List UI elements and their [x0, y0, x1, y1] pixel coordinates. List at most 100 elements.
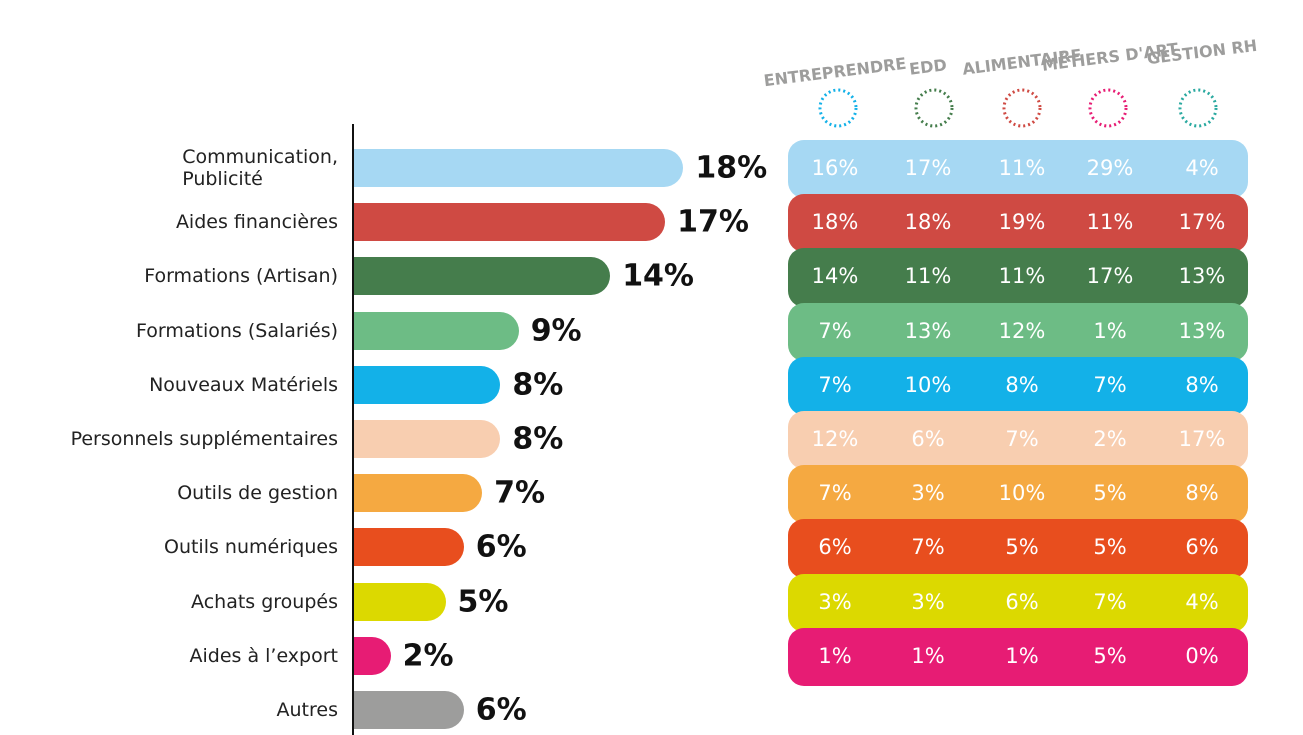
table-cell: 18%: [904, 210, 952, 235]
value-label: 17%: [677, 204, 749, 240]
table-cell: 12%: [998, 318, 1046, 343]
value-label: 7%: [494, 475, 546, 511]
value-label: 6%: [475, 692, 527, 728]
table-cell: 14%: [811, 264, 859, 289]
table-cell: 5%: [1093, 643, 1127, 668]
bar: [354, 691, 464, 729]
icon: [818, 88, 858, 128]
table-cell: 10%: [904, 372, 952, 397]
table-cell: 1%: [1005, 643, 1039, 668]
table-row: [788, 194, 1248, 253]
table-cell: 1%: [818, 643, 852, 668]
value-label: 8%: [512, 367, 564, 403]
table-cell: 13%: [1178, 264, 1226, 289]
category-label: Formations (Artisan): [144, 265, 338, 288]
table-cell: 16%: [811, 156, 859, 180]
table-cell: 10%: [998, 481, 1046, 506]
table-cell: 17%: [904, 156, 952, 180]
category-label: Personnels supplémentaires: [70, 428, 338, 450]
table-cell: 6%: [911, 427, 945, 451]
category-label: Outils numériques: [163, 536, 338, 559]
table-cell: 6%: [1185, 535, 1219, 560]
table-cell: 8%: [1005, 372, 1039, 397]
table-row: [788, 140, 1248, 199]
category-label: Formations (Salariés): [136, 319, 338, 342]
icon: [914, 88, 954, 128]
table-cell: 0%: [1185, 643, 1219, 668]
table-cell: 6%: [1005, 589, 1039, 614]
table-cell: 17%: [1178, 210, 1226, 235]
category-label: Autres: [276, 699, 338, 721]
table-cell: 3%: [818, 589, 852, 614]
table-row: [788, 627, 1248, 686]
table-cell: 17%: [1178, 427, 1226, 451]
bar: [354, 311, 519, 350]
table-cell: 12%: [811, 427, 859, 451]
category-label: Aides financières: [175, 211, 338, 234]
table-cell: 7%: [1005, 427, 1039, 451]
icon: [1088, 88, 1128, 128]
bar: [354, 149, 684, 187]
table-cell: 2%: [1093, 427, 1127, 451]
table-cell: 13%: [1178, 318, 1226, 343]
category-label: Nouveaux Matériels: [149, 373, 338, 396]
icon: [1002, 88, 1042, 128]
table-cell: 1%: [911, 643, 945, 668]
table-row: [788, 248, 1248, 307]
table-cell: 17%: [1086, 264, 1134, 289]
bar: [354, 420, 501, 458]
table-cell: 8%: [1185, 372, 1219, 397]
table-cell: 7%: [818, 372, 852, 397]
table-row: [788, 573, 1248, 632]
axis-line: [352, 124, 354, 735]
column-icons: [818, 88, 1218, 128]
category-label: Aides à l’export: [189, 644, 338, 667]
table-cell: 4%: [1185, 589, 1219, 614]
icon: [1178, 88, 1218, 128]
table-cell: 3%: [911, 589, 945, 614]
table-row: [788, 302, 1248, 361]
bar: [354, 582, 446, 621]
table-cell: 7%: [1093, 589, 1127, 614]
value-label: 2%: [402, 638, 454, 674]
table-cell: 4%: [1185, 156, 1219, 180]
table-cell: 5%: [1093, 535, 1127, 560]
category-label: Achats groupés: [191, 590, 338, 613]
bar: [354, 365, 501, 404]
table-cell: 6%: [818, 535, 852, 560]
value-label: 8%: [512, 421, 564, 457]
bar: [354, 636, 391, 675]
table-cell: 18%: [811, 210, 859, 235]
value-label: 6%: [475, 529, 527, 565]
bar: [354, 203, 666, 242]
category-label: Outils de gestion: [177, 482, 338, 505]
value-label: 5%: [457, 584, 509, 620]
table-row: [788, 356, 1248, 415]
table-cell: 5%: [1093, 481, 1127, 506]
table-cell: 11%: [998, 156, 1046, 180]
value-label: 9%: [530, 313, 582, 349]
table-cell: 13%: [904, 318, 952, 343]
table-row: [788, 465, 1248, 524]
table-row: [788, 519, 1248, 578]
bar: [354, 474, 483, 513]
bar: [354, 528, 464, 567]
bar: [354, 257, 611, 296]
table-cell: 1%: [1093, 318, 1127, 343]
table-cell: 11%: [1086, 210, 1134, 235]
table-cell: 11%: [904, 264, 952, 289]
table-cell: 7%: [818, 318, 852, 343]
table-row: [788, 411, 1248, 470]
table-cell: 3%: [911, 481, 945, 506]
table-cell: 7%: [818, 481, 852, 506]
table-cell: 7%: [1093, 372, 1127, 397]
category-label: Communication, Publicité: [182, 146, 338, 190]
table-cell: 5%: [1005, 535, 1039, 560]
table-cell: 8%: [1185, 481, 1219, 506]
value-label: 14%: [622, 258, 694, 294]
table-cell: 7%: [911, 535, 945, 560]
value-label: 18%: [695, 150, 768, 186]
table-cell: 29%: [1086, 156, 1134, 180]
table-cell: 19%: [998, 210, 1046, 235]
